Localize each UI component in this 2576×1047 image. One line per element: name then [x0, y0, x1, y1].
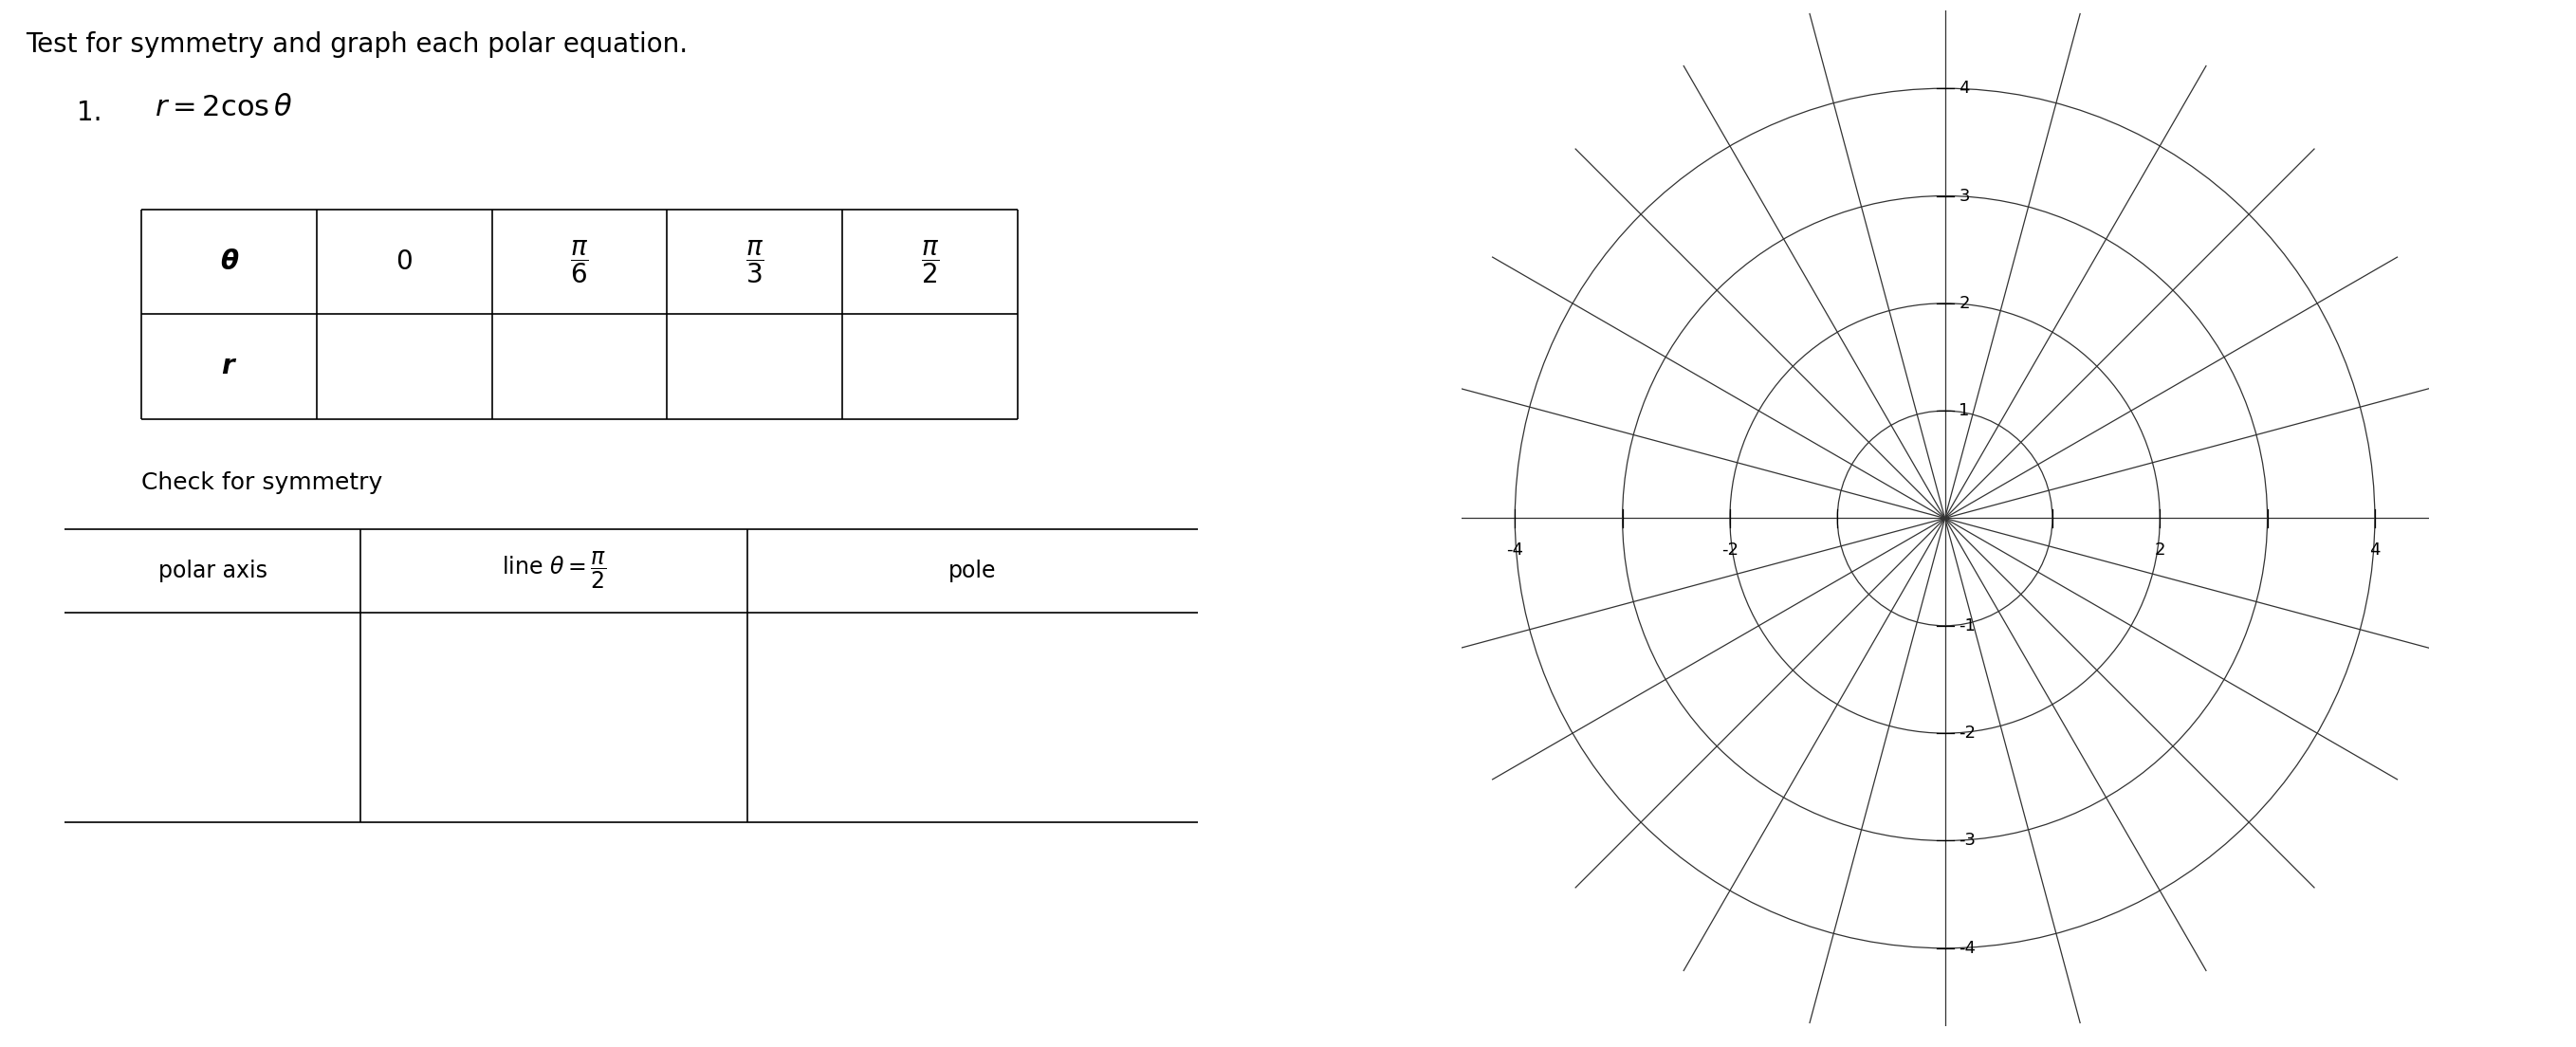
Text: 2: 2: [2154, 542, 2166, 559]
Text: $\dfrac{\pi}{2}$: $\dfrac{\pi}{2}$: [920, 238, 940, 286]
Text: -3: -3: [1958, 832, 1976, 849]
Text: $0$: $0$: [397, 248, 412, 275]
Text: 4: 4: [1958, 80, 1971, 97]
Text: 3: 3: [1958, 187, 1971, 204]
Text: Test for symmetry and graph each polar equation.: Test for symmetry and graph each polar e…: [26, 31, 688, 58]
Text: -2: -2: [1958, 725, 1976, 741]
Text: -4: -4: [1507, 542, 1522, 559]
Text: 2: 2: [1958, 295, 1971, 312]
Text: pole: pole: [948, 559, 997, 582]
Text: $\boldsymbol{r}$: $\boldsymbol{r}$: [222, 353, 237, 380]
Text: 4: 4: [2370, 542, 2380, 559]
Text: -4: -4: [1958, 939, 1976, 957]
Text: $\dfrac{\pi}{6}$: $\dfrac{\pi}{6}$: [569, 238, 590, 286]
Text: line $\theta = \dfrac{\pi}{2}$: line $\theta = \dfrac{\pi}{2}$: [502, 550, 605, 592]
Text: -1: -1: [1958, 617, 1976, 634]
Text: polar axis: polar axis: [157, 559, 268, 582]
Text: -2: -2: [1721, 542, 1739, 559]
Text: $r = 2\cos\theta$: $r = 2\cos\theta$: [155, 94, 294, 121]
Text: 1.: 1.: [77, 99, 103, 126]
Text: $\dfrac{\pi}{3}$: $\dfrac{\pi}{3}$: [744, 238, 765, 286]
Text: Check for symmetry: Check for symmetry: [142, 471, 384, 494]
Text: 1: 1: [1958, 402, 1971, 420]
Text: $\boldsymbol{\theta}$: $\boldsymbol{\theta}$: [219, 248, 240, 275]
